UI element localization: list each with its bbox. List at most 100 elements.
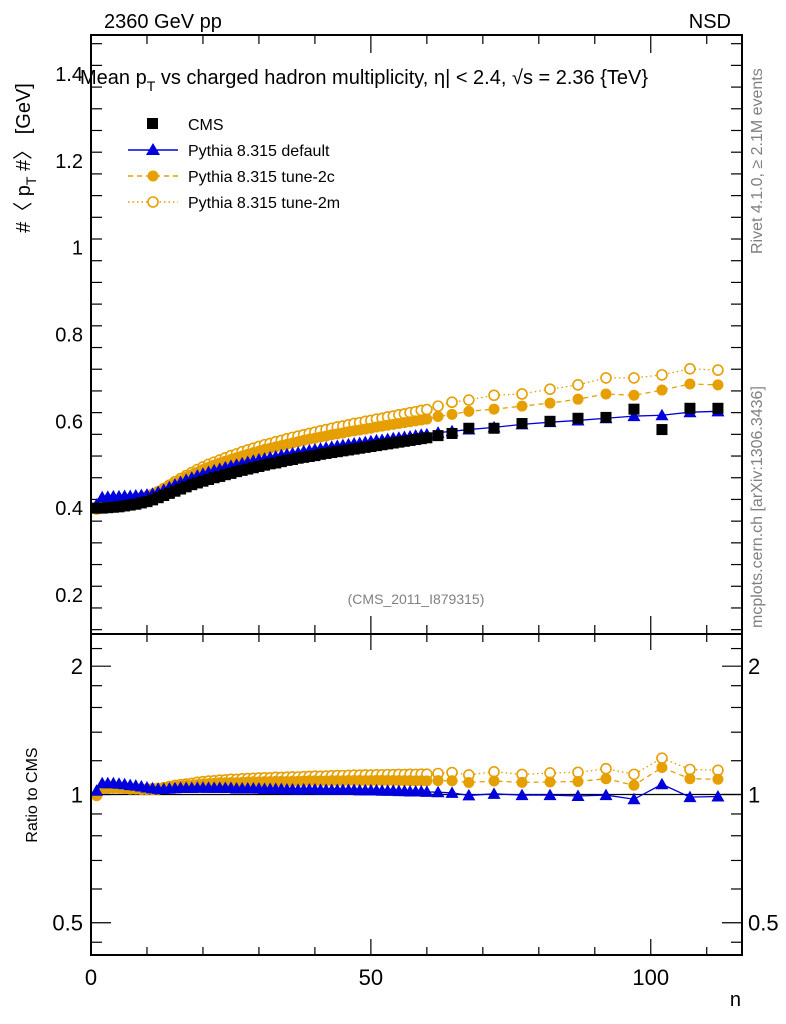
ratio-y-tick-label: 2: [71, 654, 83, 679]
data-point-cms: [124, 499, 136, 511]
data-point-cms: [382, 438, 394, 450]
main-y-axis-label: #〈 pT #〉 [GeV]: [13, 83, 39, 233]
data-point-cms: [113, 501, 125, 513]
data-point-cms: [163, 487, 175, 499]
header-right-label: NSD: [689, 11, 731, 33]
data-point-cms: [326, 447, 338, 459]
data-point-cms: [544, 415, 556, 427]
ratio-point-tune2c: [656, 762, 668, 774]
data-point-cms: [365, 440, 377, 452]
ratio-point-default: [431, 785, 445, 798]
ratio-point-tune2c: [488, 775, 500, 787]
ratio-point-default: [543, 788, 557, 801]
data-point-cms: [197, 475, 209, 487]
data-point-cms: [186, 479, 198, 491]
data-point-cms: [96, 502, 108, 514]
legend-label-cms: CMS: [188, 117, 224, 134]
ratio-point-default: [711, 790, 725, 802]
data-point-cms: [463, 422, 475, 434]
data-point-tune2c: [421, 413, 433, 425]
data-point-tune2c: [544, 397, 556, 409]
ratio-point-tune2m: [656, 752, 668, 764]
data-point-cms: [628, 403, 640, 415]
ratio-point-tune2c: [463, 776, 475, 788]
data-point-cms: [309, 450, 321, 462]
ratio-y-tick-label: 1: [71, 782, 83, 807]
ratio-point-tune2c: [544, 776, 556, 788]
ratio-point-default: [462, 788, 476, 801]
data-point-tune2m: [516, 388, 528, 400]
y-tick-label: 0.6: [55, 411, 83, 433]
ratio-y-tick-label-right: 2: [748, 654, 760, 679]
data-point-cms: [203, 473, 215, 485]
ratio-plot-series: [90, 752, 725, 805]
data-point-tune2c: [600, 388, 612, 400]
data-point-cms: [275, 456, 287, 468]
data-point-tune2c: [446, 408, 458, 420]
main-axis-ticks: 0.2 0.4 0.6 0.8 1 1.2 1.4: [55, 35, 742, 634]
ratio-point-tune2c: [712, 773, 724, 785]
data-point-cms: [488, 422, 500, 434]
data-point-cms: [656, 424, 668, 436]
data-point-cms: [315, 448, 327, 460]
data-point-tune2m: [656, 369, 668, 381]
data-point-tune2c: [488, 403, 500, 415]
rivet-label: Rivet 4.1.0, ≥ 2.1M events: [749, 68, 766, 254]
data-point-cms: [432, 430, 444, 442]
y-tick-label: 1: [72, 238, 83, 260]
data-point-cms: [287, 454, 299, 466]
data-point-cms: [231, 466, 243, 478]
data-point-cms: [180, 481, 192, 493]
data-point-cms: [348, 443, 360, 455]
data-point-cms: [342, 444, 354, 456]
ratio-point-default: [627, 792, 641, 805]
data-point-tune2m: [432, 400, 444, 412]
ratio-point-tune2c: [572, 776, 584, 788]
data-point-cms: [91, 502, 103, 514]
data-point-default: [627, 409, 641, 422]
data-point-tune2m: [463, 394, 475, 406]
ratio-point-tune2c: [421, 775, 433, 787]
ratio-point-default: [515, 788, 529, 801]
data-point-tune2c: [572, 393, 584, 405]
data-point-tune2c: [432, 411, 444, 423]
data-point-tune2m: [712, 364, 724, 376]
data-point-cms: [169, 485, 181, 497]
ratio-point-default: [90, 784, 104, 796]
data-point-tune2c: [463, 405, 475, 417]
legend-label-tune2c: Pythia 8.315 tune-2c: [188, 169, 335, 186]
data-point-tune2m: [446, 396, 458, 409]
legend: CMS Pythia 8.315 default Pythia 8.315 tu…: [128, 117, 340, 212]
x-tick-label: 50: [359, 965, 383, 990]
data-point-cms: [359, 441, 371, 453]
data-point-cms: [253, 460, 265, 472]
main-plot-series: [90, 362, 725, 515]
ratio-point-tune2c: [432, 775, 444, 787]
data-point-cms: [712, 402, 724, 414]
data-point-tune2m: [421, 403, 433, 416]
ratio-point-default: [683, 790, 697, 803]
data-point-cms: [107, 501, 119, 513]
ratio-axis-ticks: 0.5 0.5 1 1 2 2 0 50 100: [52, 634, 779, 990]
data-point-cms: [152, 492, 164, 504]
y-tick-label: 0.4: [55, 498, 83, 520]
data-point-tune2c: [684, 378, 696, 390]
data-point-cms: [354, 442, 366, 454]
data-point-cms: [398, 435, 410, 447]
ratio-point-tune2m: [600, 762, 612, 775]
ratio-y-axis-label: Ratio to CMS: [24, 747, 41, 842]
data-point-cms: [135, 497, 147, 509]
ratio-point-default: [599, 788, 613, 801]
ratio-point-tune2m: [544, 767, 556, 779]
data-point-cms: [684, 402, 696, 414]
data-point-cms: [259, 459, 271, 471]
ratio-point-tune2m: [572, 766, 584, 779]
data-point-cms: [410, 434, 422, 446]
data-point-tune2m: [684, 362, 696, 375]
data-point-cms: [331, 446, 343, 458]
data-point-cms: [158, 490, 170, 502]
data-point-tune2c: [516, 400, 528, 412]
data-point-cms: [572, 412, 584, 424]
data-point-tune2m: [600, 372, 612, 384]
